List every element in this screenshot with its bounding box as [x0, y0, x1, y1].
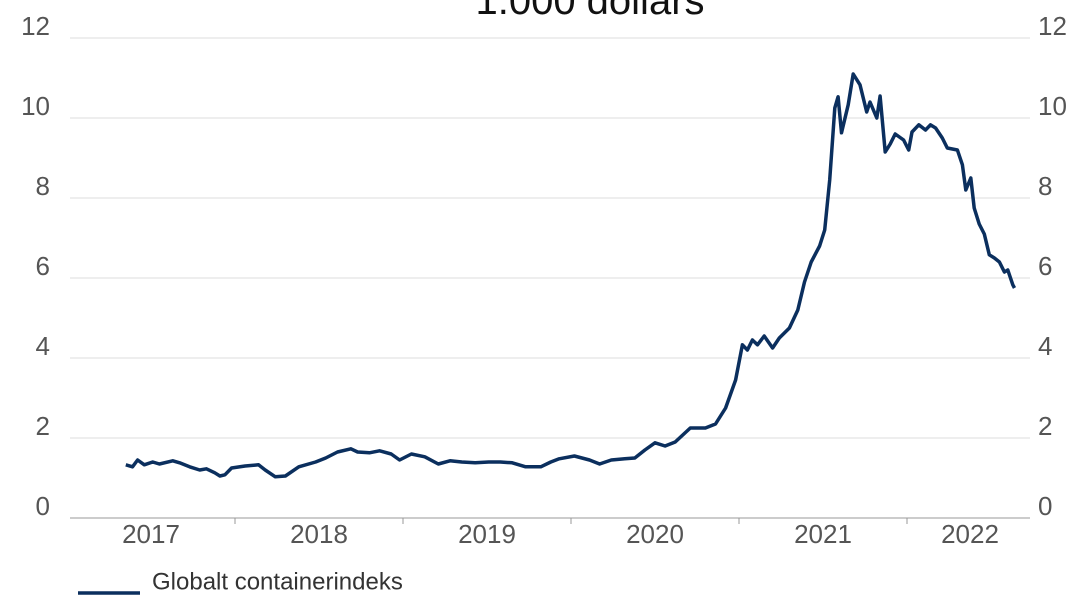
y2-tick-label: 8 — [1038, 171, 1052, 201]
chart-title: 1.000 dollars — [475, 0, 704, 23]
y2-tick-label: 10 — [1038, 91, 1067, 121]
x-tick-label: 2017 — [122, 519, 180, 549]
y-tick-label: 2 — [36, 411, 50, 441]
y-tick-label: 12 — [21, 11, 50, 41]
legend-label: Globalt containerindeks — [152, 568, 403, 595]
x-tick-label: 2018 — [290, 519, 348, 549]
data-line — [125, 72, 1017, 479]
y-tick-label: 0 — [36, 491, 50, 521]
y-tick-label: 6 — [36, 251, 50, 281]
y-tick-label: 4 — [36, 331, 50, 361]
y-tick-label: 10 — [21, 91, 50, 121]
y2-tick-label: 0 — [1038, 491, 1052, 521]
x-tick-label: 2020 — [626, 519, 684, 549]
y2-tick-label: 2 — [1038, 411, 1052, 441]
y-tick-label: 8 — [36, 171, 50, 201]
x-tick-label: 2021 — [794, 519, 852, 549]
x-tick-label: 2019 — [458, 519, 516, 549]
y2-tick-label: 4 — [1038, 331, 1052, 361]
y2-tick-label: 12 — [1038, 11, 1067, 41]
y2-tick-label: 6 — [1038, 251, 1052, 281]
x-tick-label: 2022 — [941, 519, 999, 549]
